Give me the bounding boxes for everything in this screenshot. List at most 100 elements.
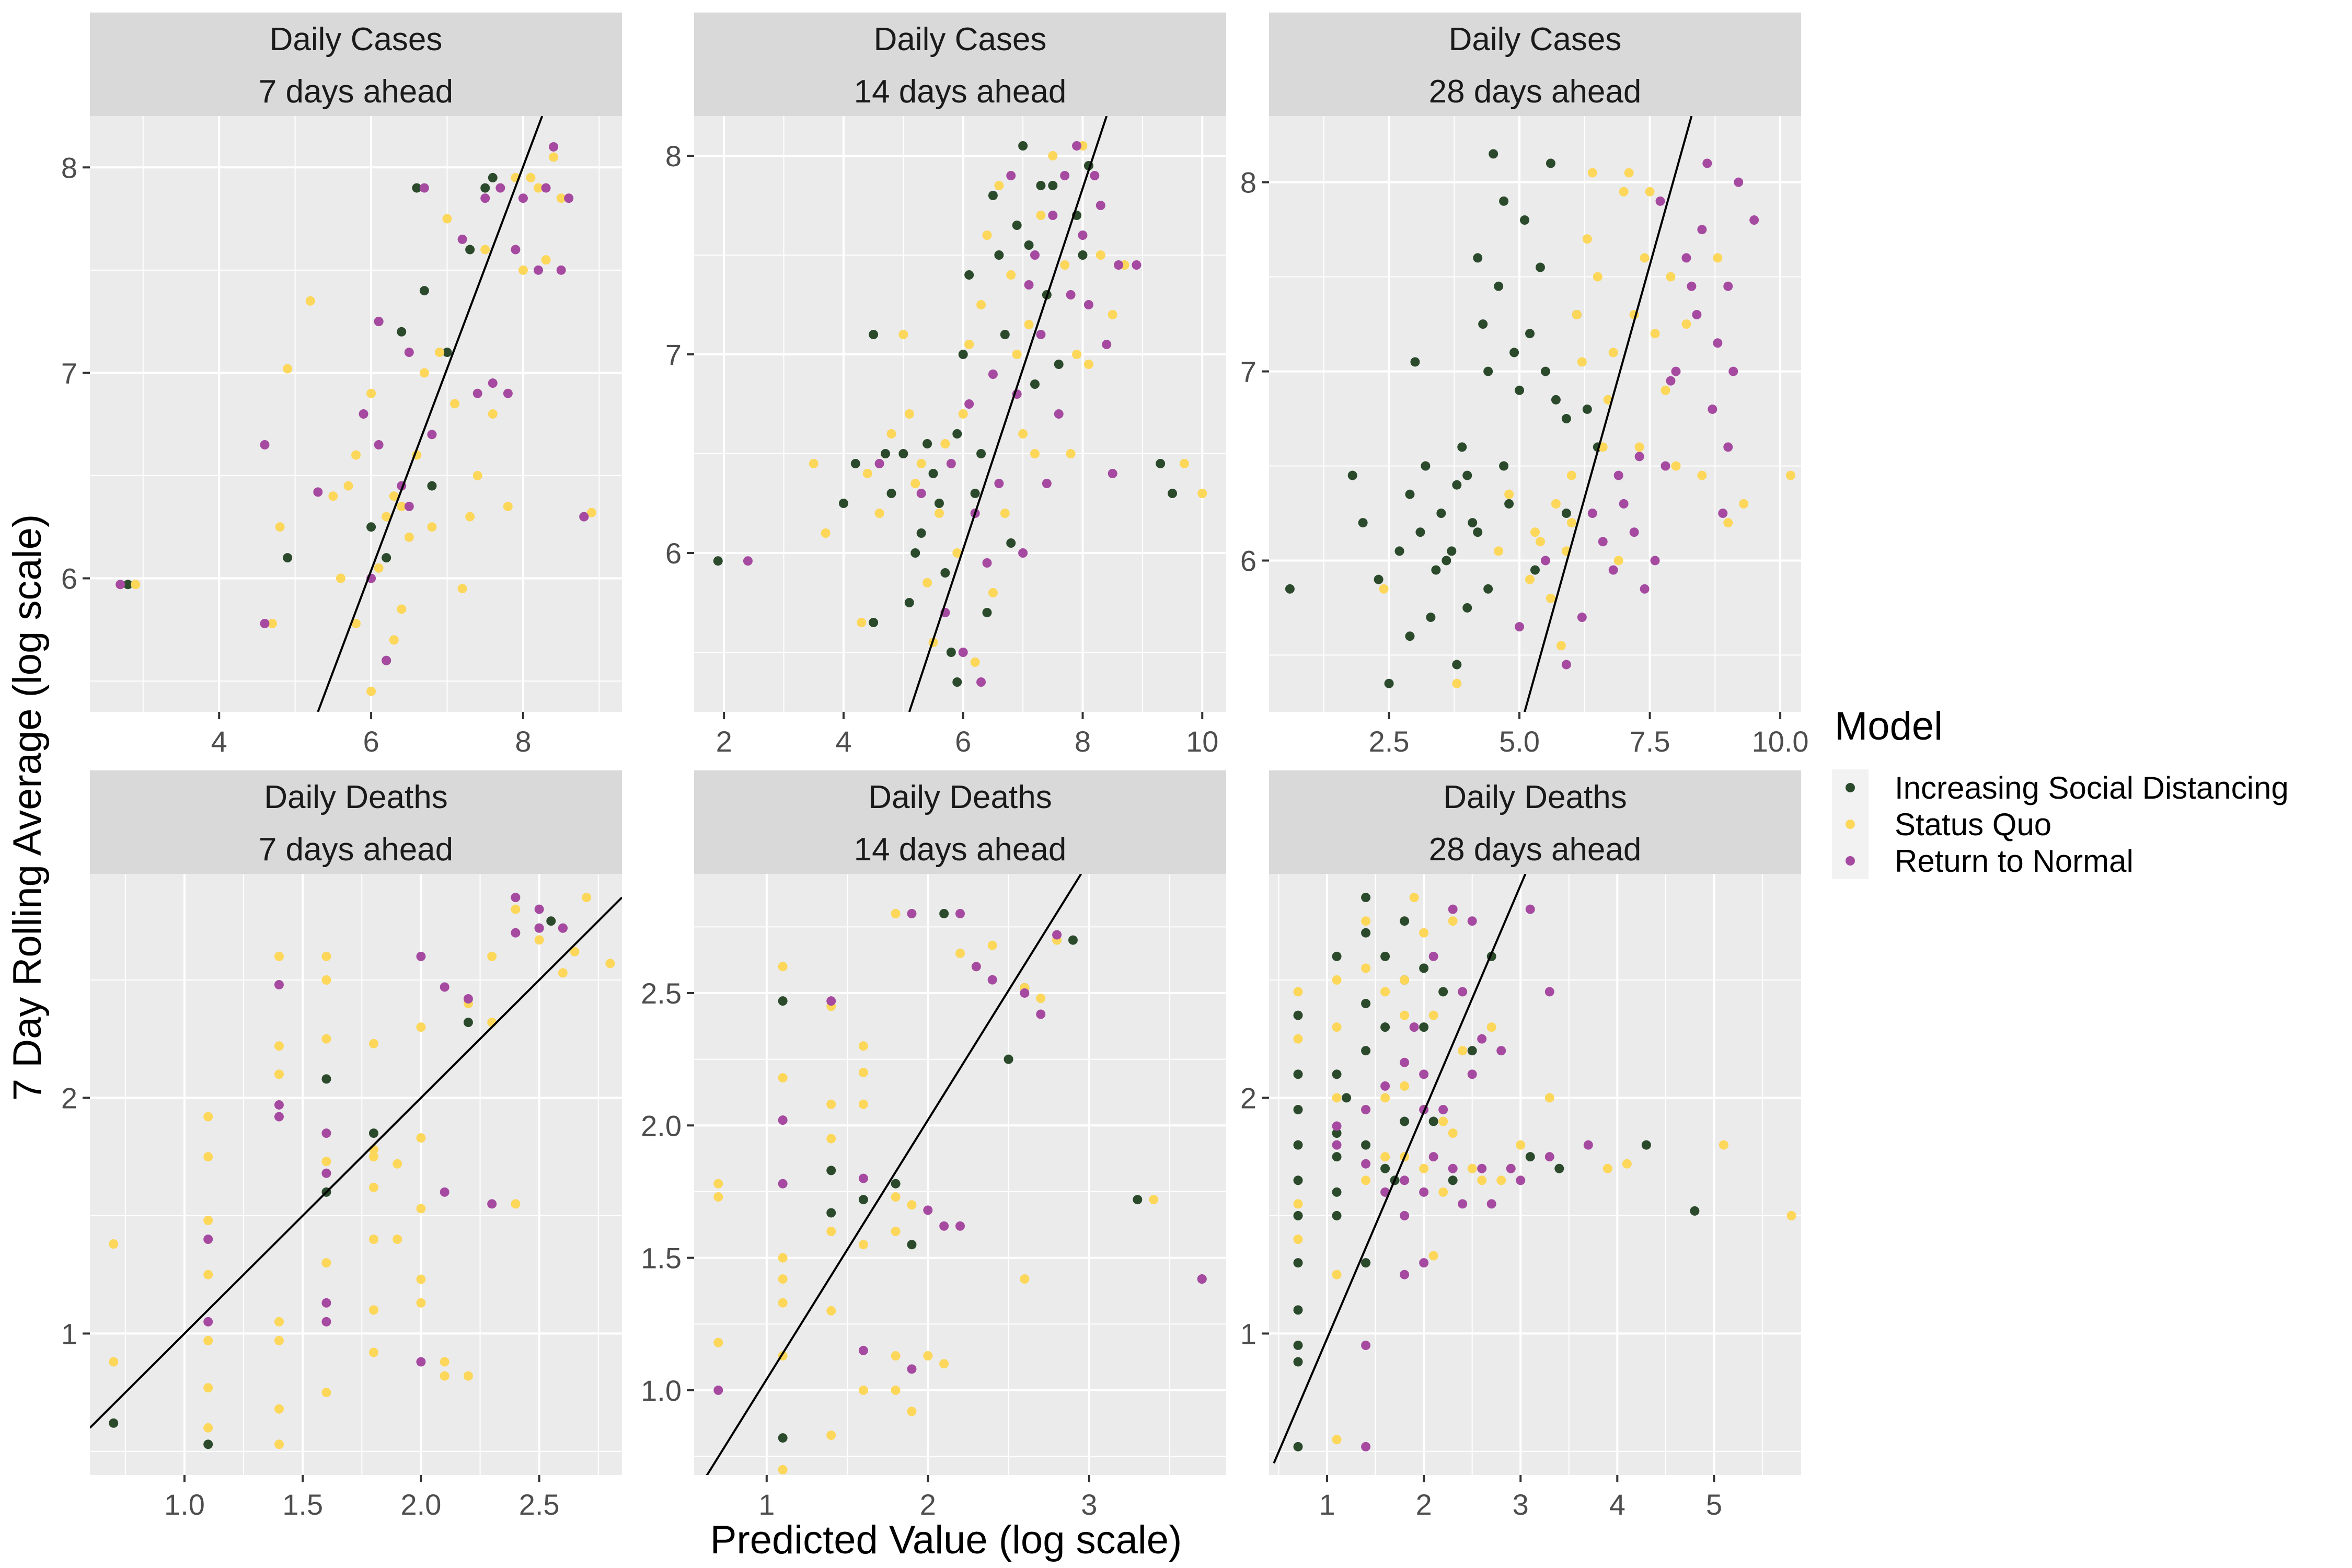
data-point: [472, 470, 482, 480]
data-point: [1036, 994, 1046, 1004]
data-point: [1400, 975, 1410, 985]
data-point: [368, 1152, 378, 1162]
data-point: [713, 1179, 723, 1189]
facet-strip-label: 28 days ahead: [1429, 74, 1642, 110]
legend-label-isd: Increasing Social Distancing: [1895, 770, 2289, 805]
data-point: [1786, 470, 1796, 480]
facet-strip-label: Daily Deaths: [868, 779, 1052, 815]
data-point: [778, 1465, 788, 1474]
x-tick-label: 5: [1706, 1488, 1722, 1521]
data-point: [274, 1404, 284, 1414]
data-point: [1332, 1069, 1342, 1079]
data-point: [1030, 449, 1040, 458]
data-point: [1687, 281, 1697, 291]
data-point: [1409, 893, 1419, 903]
x-tick-label: 3: [1081, 1488, 1097, 1521]
data-point: [1006, 270, 1016, 280]
y-tick-label: 1.5: [641, 1242, 682, 1275]
data-point: [1504, 499, 1514, 509]
facet-strip-label: Daily Cases: [270, 21, 443, 57]
x-tick-label: 8: [515, 725, 531, 758]
data-point: [1004, 1054, 1013, 1064]
data-point: [994, 250, 1004, 260]
data-point: [1650, 556, 1660, 566]
data-point: [1293, 1034, 1303, 1044]
y-tick-label: 6: [1240, 544, 1256, 577]
x-tick-label: 2: [920, 1488, 936, 1521]
data-point: [1458, 1046, 1468, 1056]
data-point: [268, 618, 278, 628]
data-point: [321, 1074, 331, 1084]
data-point: [336, 573, 345, 583]
data-point: [940, 439, 950, 448]
data-point: [1361, 893, 1371, 903]
data-point: [1467, 1163, 1477, 1173]
data-point: [511, 245, 521, 255]
panel-background: [90, 874, 622, 1475]
data-point: [1467, 1046, 1477, 1056]
data-point: [1024, 240, 1034, 250]
data-point: [366, 522, 376, 532]
data-point: [1645, 187, 1655, 197]
data-point: [1438, 1116, 1448, 1126]
y-tick-label: 1: [61, 1317, 77, 1350]
data-point: [1083, 360, 1093, 369]
data-point: [1400, 1116, 1410, 1126]
data-point: [109, 1239, 119, 1249]
data-point: [1697, 470, 1707, 480]
data-point: [368, 1347, 378, 1357]
data-point: [1587, 509, 1597, 518]
x-tick-label: 5.0: [1499, 725, 1540, 758]
data-point: [393, 1235, 402, 1244]
data-point: [1332, 1121, 1342, 1131]
data-point: [1436, 509, 1446, 518]
data-point: [1400, 1010, 1410, 1020]
data-point: [1380, 987, 1390, 997]
data-point: [440, 1357, 449, 1367]
data-point: [1380, 1093, 1390, 1103]
data-point: [274, 1439, 284, 1449]
data-point: [1467, 916, 1477, 926]
data-point: [1384, 678, 1394, 688]
y-tick-label: 8: [665, 140, 682, 172]
x-tick-label: 1: [758, 1488, 775, 1521]
data-point: [274, 1069, 284, 1079]
legend-label-return-to-normal: Return to Normal: [1895, 844, 2134, 879]
identity-reference-line: [1524, 116, 1693, 712]
data-point: [1515, 622, 1525, 632]
data-point: [1361, 1140, 1371, 1150]
data-point: [1421, 461, 1431, 471]
data-point: [928, 469, 938, 478]
data-point: [1681, 319, 1691, 329]
data-point: [946, 648, 956, 657]
x-tick-label: 8: [1075, 725, 1091, 758]
data-point: [778, 1179, 788, 1189]
data-point: [274, 1335, 284, 1345]
data-point: [1332, 1128, 1342, 1138]
data-point: [1582, 404, 1592, 414]
data-point: [1448, 916, 1458, 926]
data-point: [1681, 253, 1691, 263]
data-point: [907, 1364, 917, 1374]
data-point: [1640, 584, 1650, 594]
data-point: [923, 578, 932, 587]
data-point: [1473, 253, 1483, 263]
data-point: [393, 1159, 402, 1169]
data-point: [511, 904, 521, 914]
data-point: [1566, 470, 1576, 480]
data-point: [1293, 1357, 1303, 1367]
data-point: [503, 501, 513, 511]
facet-strip-label: 14 days ahead: [854, 74, 1067, 110]
data-point: [1458, 987, 1468, 997]
series-status-quo: [1293, 893, 1796, 1445]
data-point: [934, 499, 944, 508]
x-tick-label: 2: [1416, 1488, 1432, 1521]
data-point: [419, 183, 429, 193]
data-point: [427, 430, 437, 440]
data-point: [1293, 987, 1303, 997]
data-point: [1361, 963, 1371, 973]
facet-strip-label: 7 days ahead: [259, 74, 453, 110]
data-point: [260, 440, 270, 449]
data-point: [1566, 518, 1576, 528]
data-point: [1483, 584, 1493, 594]
